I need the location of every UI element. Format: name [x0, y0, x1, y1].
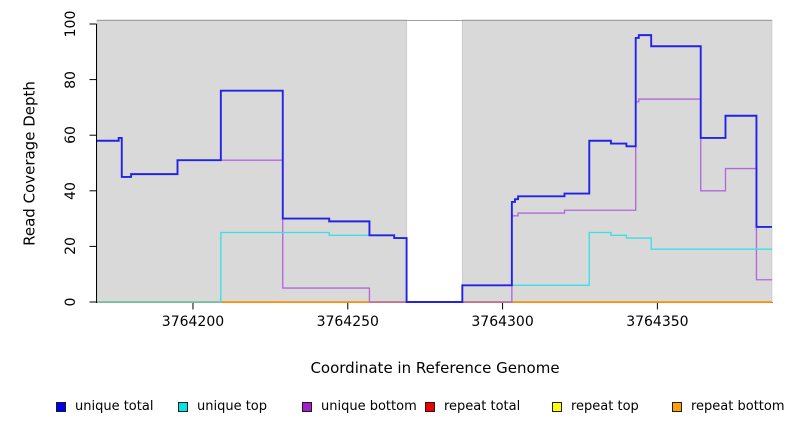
legend-item-repeat-bottom: repeat bottom	[672, 399, 785, 414]
y-tick-label: 20	[63, 237, 79, 256]
x-tick-label: 3764200	[161, 314, 225, 330]
x-tick-label: 3764300	[471, 314, 534, 330]
legend-swatch	[56, 401, 66, 412]
y-tick-label: 60	[63, 126, 79, 145]
x-axis-title: Coordinate in Reference Genome	[310, 359, 560, 377]
legend-label: repeat top	[571, 399, 639, 414]
legend-swatch	[178, 401, 188, 412]
x-tick-label: 3764350	[626, 314, 689, 330]
legend-item-unique-bottom: unique bottom	[302, 399, 417, 414]
x-tick-label: 3764250	[316, 314, 379, 330]
legend-item-unique-total: unique total	[56, 399, 153, 414]
y-axis-title: Read Coverage Depth	[20, 81, 38, 246]
legend-label: unique bottom	[321, 399, 417, 414]
y-tick-label: 80	[63, 70, 79, 89]
legend-swatch	[672, 401, 682, 412]
legend-swatch	[302, 401, 312, 412]
legend-item-repeat-total: repeat total	[425, 399, 520, 414]
legend-item-repeat-top: repeat top	[552, 399, 639, 414]
legend-label: unique total	[75, 399, 154, 414]
shaded-region	[96, 19, 408, 303]
series-unique-total	[97, 34, 772, 303]
legend-label: repeat total	[444, 399, 521, 414]
legend-label: repeat bottom	[691, 399, 785, 414]
shaded-region	[461, 19, 773, 303]
legend-item-unique-top: unique top	[178, 399, 267, 414]
legend-swatch	[552, 401, 562, 412]
legend-label: unique top	[197, 399, 268, 414]
y-tick-label: 100	[63, 10, 79, 38]
y-tick-label: 40	[63, 181, 79, 200]
y-tick-label: 0	[63, 297, 79, 307]
legend-swatch	[425, 401, 435, 412]
